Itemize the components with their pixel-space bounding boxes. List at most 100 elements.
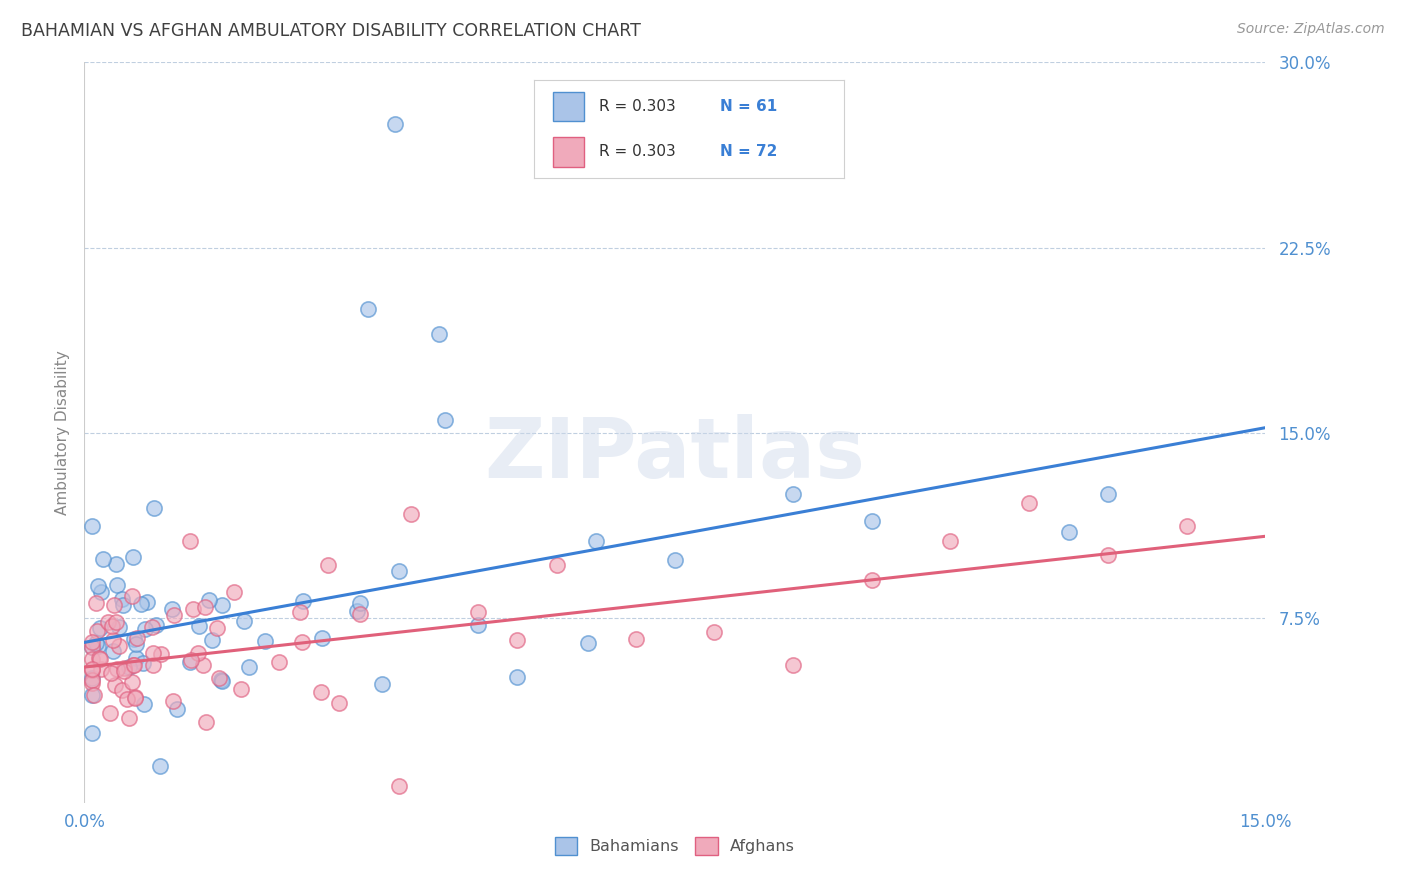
Point: [84, 636, 107, 650]
Point: [149, 758, 172, 772]
Point: [401, 507, 423, 521]
Point: [125, 637, 148, 651]
Point: [132, 698, 155, 712]
Point: [187, 619, 209, 633]
Text: ZIPatlas: ZIPatlas: [485, 414, 865, 495]
Point: [145, 618, 167, 632]
Point: [211, 673, 233, 688]
Point: [201, 633, 224, 648]
Point: [117, 660, 139, 674]
Point: [1018, 496, 1040, 510]
Point: [82, 688, 104, 702]
Point: [129, 597, 152, 611]
Point: [83, 688, 105, 702]
Point: [309, 685, 332, 699]
Point: [233, 614, 256, 628]
Point: [82, 519, 104, 533]
Point: [107, 640, 129, 654]
Point: [105, 578, 128, 592]
Point: [82, 640, 104, 655]
Point: [122, 632, 145, 647]
Point: [467, 605, 489, 619]
Text: BAHAMIAN VS AFGHAN AMBULATORY DISABILITY CORRELATION CHART: BAHAMIAN VS AFGHAN AMBULATORY DISABILITY…: [21, 22, 641, 40]
Point: [624, 632, 647, 646]
Point: [434, 413, 457, 427]
Point: [187, 646, 209, 660]
Point: [111, 683, 134, 698]
Point: [82, 663, 104, 677]
Point: [82, 635, 104, 649]
Point: [141, 620, 163, 634]
Point: [388, 779, 411, 793]
Point: [238, 660, 260, 674]
Point: [211, 598, 233, 612]
Point: [101, 632, 124, 647]
Point: [103, 598, 125, 612]
Point: [291, 635, 314, 649]
Point: [179, 533, 201, 548]
Point: [103, 644, 125, 658]
Point: [1175, 518, 1198, 533]
Point: [939, 534, 962, 549]
Point: [782, 658, 804, 673]
Point: [506, 632, 529, 647]
Point: [121, 675, 143, 690]
Point: [231, 681, 253, 696]
Text: Source: ZipAtlas.com: Source: ZipAtlas.com: [1237, 22, 1385, 37]
Point: [162, 602, 184, 616]
Point: [87, 651, 110, 665]
Point: [98, 706, 121, 721]
Point: [193, 657, 215, 672]
Point: [370, 677, 392, 691]
Point: [585, 534, 607, 549]
Point: [104, 557, 127, 571]
Point: [782, 487, 804, 501]
Bar: [553, 92, 583, 121]
Point: [87, 639, 110, 653]
Point: [90, 585, 112, 599]
Point: [860, 514, 883, 528]
Point: [269, 655, 291, 669]
Point: [86, 624, 108, 638]
Text: R = 0.303: R = 0.303: [599, 145, 676, 160]
Point: [194, 714, 217, 729]
Point: [97, 615, 120, 629]
Point: [82, 640, 104, 654]
Point: [82, 651, 104, 665]
Point: [111, 598, 134, 612]
Point: [346, 604, 368, 618]
Point: [180, 653, 202, 667]
Point: [209, 673, 232, 687]
Point: [384, 117, 406, 131]
Text: N = 61: N = 61: [720, 99, 778, 114]
Point: [112, 665, 135, 679]
Text: N = 72: N = 72: [720, 145, 778, 160]
Point: [82, 676, 104, 690]
Point: [87, 578, 110, 592]
Point: [105, 615, 128, 629]
Point: [703, 625, 725, 640]
Point: [166, 701, 188, 715]
Point: [316, 558, 339, 573]
Point: [179, 655, 201, 669]
Point: [121, 550, 143, 565]
Point: [89, 621, 111, 635]
Point: [101, 619, 124, 633]
Point: [142, 501, 165, 516]
Point: [357, 302, 380, 317]
Point: [311, 631, 333, 645]
Bar: [553, 137, 583, 167]
Point: [349, 596, 371, 610]
Point: [1057, 524, 1080, 539]
Point: [576, 635, 599, 649]
Point: [136, 595, 159, 609]
Text: R = 0.303: R = 0.303: [599, 99, 676, 114]
Point: [124, 690, 146, 704]
Point: [112, 661, 135, 675]
Point: [349, 607, 371, 622]
Point: [288, 606, 311, 620]
Point: [205, 621, 228, 635]
Point: [150, 648, 173, 662]
Point: [122, 658, 145, 673]
Point: [388, 564, 411, 578]
